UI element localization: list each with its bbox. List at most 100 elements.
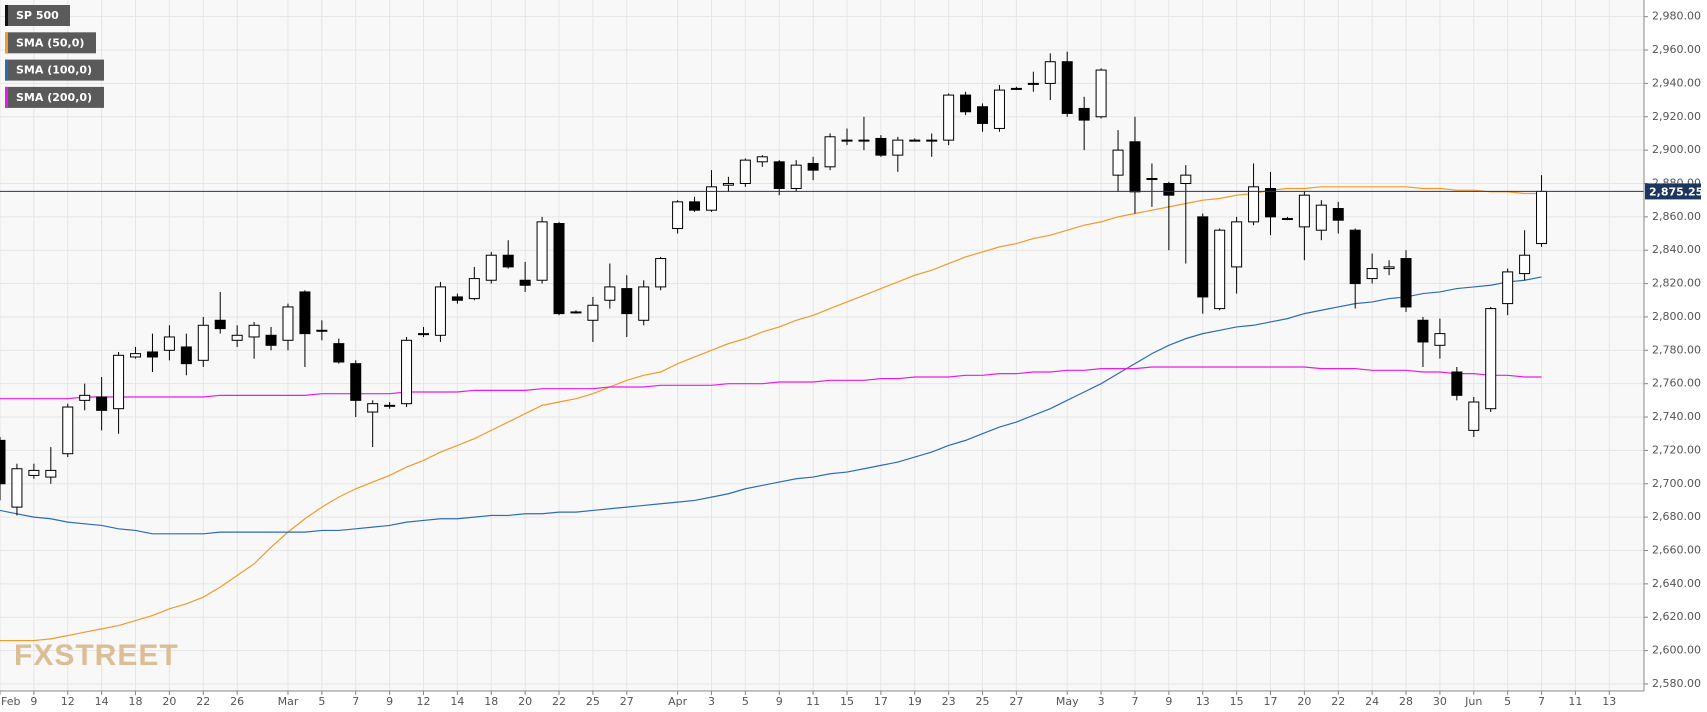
- candle-body: [1180, 174, 1192, 184]
- candle-body: [841, 139, 853, 142]
- candle-body: [756, 156, 768, 163]
- x-tick-label: 5: [318, 695, 325, 708]
- x-tick-label: 11: [1568, 695, 1582, 708]
- candle-body: [451, 296, 463, 301]
- candle-body: [536, 221, 548, 281]
- candle-body: [943, 94, 955, 141]
- x-tick-label: 3: [1098, 695, 1105, 708]
- candle-body: [638, 286, 650, 321]
- legend-swatch: [5, 5, 8, 26]
- candle-body: [1349, 229, 1361, 285]
- candle-body: [1112, 149, 1124, 176]
- candle-body: [1485, 308, 1497, 410]
- axes: 2,580.00 2,600.00 2,620.00 2,640.00 2,660.00…: [0, 10, 1703, 708]
- candle-body: [1214, 229, 1226, 310]
- legend-label: SMA (100,0): [16, 64, 92, 77]
- x-tick-label: 3: [708, 695, 715, 708]
- y-tick-label: 2,820.00: [1652, 277, 1701, 290]
- x-tick-label: Feb: [1, 695, 20, 708]
- legend-entry: SMA (200,0): [5, 86, 104, 108]
- x-tick-label: 7: [1131, 695, 1138, 708]
- x-tick-label: 14: [450, 695, 464, 708]
- candle-body: [570, 311, 582, 314]
- y-tick-label: 2,980.00: [1652, 10, 1701, 23]
- candle-body: [333, 343, 345, 363]
- x-tick-label: Apr: [668, 695, 688, 708]
- y-tick-label: 2,700.00: [1652, 477, 1701, 490]
- plot: [0, 51, 1644, 642]
- candle-body: [1231, 221, 1243, 268]
- x-tick-label: 7: [352, 695, 359, 708]
- candle-body: [1366, 268, 1378, 280]
- sma-line: [0, 366, 1542, 400]
- candle-body: [790, 164, 802, 189]
- candle-body: [502, 254, 514, 268]
- candle-body: [519, 279, 531, 286]
- x-tick-label: Jun: [1464, 695, 1482, 708]
- x-tick-label: 14: [95, 695, 109, 708]
- last-price-label: 2,875.25: [1649, 185, 1703, 198]
- y-tick-label: 2,840.00: [1652, 243, 1701, 256]
- sma-line: [0, 186, 1542, 642]
- legend-entry: SP 500: [5, 5, 70, 26]
- x-tick-label: 18: [129, 695, 143, 708]
- legend-box: [5, 5, 70, 26]
- y-tick-label: 2,860.00: [1652, 210, 1701, 223]
- candle-body: [434, 286, 446, 336]
- legend-box: [5, 86, 104, 108]
- candle-body: [892, 139, 904, 156]
- candle-body: [1129, 141, 1141, 193]
- candle-body: [1298, 194, 1310, 228]
- x-tick-label: Mar: [278, 695, 299, 708]
- candle-body: [45, 469, 57, 478]
- x-tick-label: 18: [484, 695, 498, 708]
- candle-body: [0, 439, 6, 485]
- x-tick-label: 23: [942, 695, 956, 708]
- legend-label: SP 500: [16, 9, 59, 22]
- candle-body: [197, 324, 209, 361]
- x-tick-label: 5: [1504, 695, 1511, 708]
- x-tick-label: 12: [417, 695, 431, 708]
- x-tick-label: 20: [518, 695, 532, 708]
- legend-swatch: [5, 32, 8, 54]
- y-tick-label: 2,780.00: [1652, 343, 1701, 356]
- candle-body: [739, 159, 751, 184]
- x-tick-label: 12: [61, 695, 75, 708]
- x-tick-label: 17: [874, 695, 888, 708]
- candle-body: [689, 201, 701, 211]
- candle-body: [485, 254, 497, 281]
- candle-body: [1502, 271, 1514, 305]
- legend-label: SMA (50,0): [16, 36, 84, 49]
- candle-body: [1146, 177, 1158, 180]
- x-tick-label: 7: [1538, 695, 1545, 708]
- candle-body: [1163, 182, 1175, 196]
- candle-body: [1383, 266, 1395, 270]
- candle-body: [1061, 61, 1073, 114]
- candle-body: [824, 136, 836, 168]
- candle-body: [773, 161, 785, 189]
- y-tick-label: 2,920.00: [1652, 110, 1701, 123]
- x-tick-label: 15: [840, 695, 854, 708]
- legend-entry: SMA (100,0): [5, 59, 104, 81]
- candle-body: [11, 468, 23, 508]
- candle-body: [468, 278, 480, 300]
- y-tick-label: 2,740.00: [1652, 410, 1701, 423]
- y-tick-label: 2,600.00: [1652, 644, 1701, 657]
- candle-body: [146, 351, 158, 358]
- x-tick-label: 13: [1602, 695, 1616, 708]
- legend: SP 500 SMA (50,0) SMA (100,0) SMA (200,0): [5, 5, 104, 108]
- y-tick-label: 2,720.00: [1652, 443, 1701, 456]
- candle-body: [1332, 208, 1344, 221]
- candle-body: [1027, 82, 1039, 85]
- candle-body: [1197, 216, 1209, 298]
- candle-body: [282, 306, 294, 341]
- watermark: FXSTREET: [14, 639, 179, 672]
- candle-body: [299, 291, 311, 335]
- x-tick-label: 15: [1230, 695, 1244, 708]
- x-tick-label: 25: [976, 695, 990, 708]
- candle-body: [1468, 401, 1480, 431]
- candle-body: [113, 354, 125, 410]
- candle-body: [62, 406, 74, 455]
- y-tick-label: 2,620.00: [1652, 610, 1701, 623]
- x-tick-label: 22: [552, 695, 566, 708]
